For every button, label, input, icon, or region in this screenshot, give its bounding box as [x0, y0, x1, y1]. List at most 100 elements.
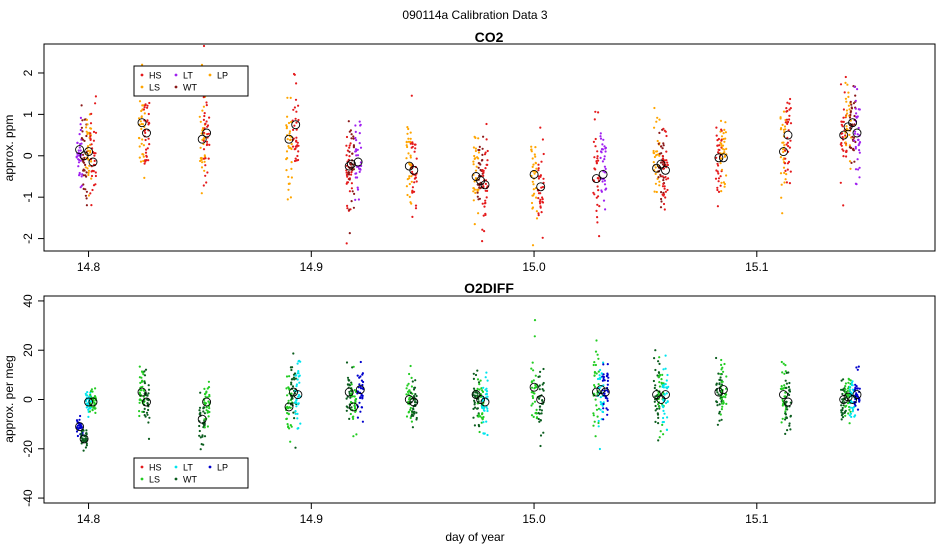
data-point-lp: [606, 389, 609, 392]
data-point-ls: [592, 363, 595, 367]
mean-marker-ls: [84, 147, 94, 157]
data-point-lt: [857, 138, 860, 141]
data-point-lt: [296, 378, 299, 381]
data-point-ls: [137, 136, 141, 140]
data-point-ls: [476, 156, 479, 159]
data-point-wt: [83, 434, 86, 438]
data-point-lt: [484, 388, 487, 391]
data-point-lt: [298, 381, 301, 384]
data-point-ls: [656, 177, 659, 180]
data-point-ls: [720, 363, 723, 366]
data-point-ls: [844, 136, 847, 139]
data-point-ls: [409, 163, 413, 166]
data-point-ls: [288, 132, 291, 135]
data-point-ls: [472, 190, 475, 193]
data-point-ls: [406, 384, 409, 387]
data-point-wt: [479, 168, 482, 172]
mean-marker-hs: [591, 174, 601, 184]
data-point-wt: [477, 400, 480, 403]
data-point-wt: [842, 388, 845, 391]
data-point-lt: [598, 374, 601, 377]
data-point-wt: [840, 379, 843, 382]
data-point-ls: [783, 125, 787, 128]
data-point-lt: [664, 367, 667, 370]
data-point-wt: [482, 135, 485, 138]
data-point-wt: [80, 137, 83, 140]
data-point-hs: [350, 182, 353, 185]
data-point-ls: [722, 400, 725, 403]
data-point-lt: [79, 186, 82, 189]
data-point-hs: [205, 101, 208, 104]
data-point-ls: [531, 395, 534, 398]
data-point-ls: [535, 196, 538, 199]
mean-marker-lp: [355, 385, 365, 395]
data-point-ls: [140, 122, 143, 126]
data-point-wt: [348, 178, 351, 181]
data-point-hs: [483, 202, 486, 205]
data-point-ls: [723, 148, 726, 151]
data-point-ls: [849, 410, 852, 413]
data-point-hs: [202, 148, 206, 151]
data-point-hs: [717, 172, 720, 175]
data-point-hs: [843, 91, 846, 94]
data-point-lt: [856, 133, 859, 136]
data-point-wt: [849, 113, 852, 117]
data-point-lt: [857, 168, 860, 171]
data-point-hs: [717, 137, 721, 141]
data-point-wt: [415, 401, 418, 404]
data-point-wt: [82, 187, 85, 190]
data-point-hs: [788, 108, 791, 111]
data-point-ls: [849, 167, 852, 170]
data-point-lt: [854, 107, 857, 110]
data-point-ls: [406, 132, 409, 135]
data-point-ls: [845, 125, 848, 128]
data-point-ls: [409, 137, 412, 140]
data-point-ls: [140, 115, 143, 118]
data-point-lp: [605, 396, 608, 399]
data-point-ls: [288, 146, 291, 149]
data-point-lt: [599, 396, 602, 399]
data-point-lp: [858, 387, 861, 390]
data-point-ls: [287, 425, 290, 428]
data-point-ls: [406, 390, 410, 393]
data-point-ls: [481, 412, 484, 415]
data-point-hs: [296, 154, 299, 158]
data-point-lt: [604, 150, 607, 153]
data-point-hs: [542, 177, 545, 180]
data-point-hs: [202, 44, 206, 48]
data-point-hs: [537, 197, 540, 200]
data-point-hs: [297, 150, 300, 153]
mean-marker-ls: [88, 397, 98, 407]
data-point-ls: [593, 361, 596, 364]
data-point-hs: [345, 173, 348, 177]
data-point-ls: [846, 83, 849, 86]
data-point-ls: [139, 120, 142, 123]
data-point-hs: [297, 158, 300, 162]
data-point-wt: [784, 432, 787, 435]
data-point-hs: [486, 159, 489, 162]
data-point-hs: [415, 180, 418, 183]
data-point-wt: [85, 444, 88, 447]
data-point-hs: [840, 141, 843, 145]
data-point-lt: [354, 198, 357, 201]
data-point-hs: [593, 156, 596, 159]
data-point-ls: [472, 160, 475, 163]
data-point-hs: [90, 143, 93, 146]
data-point-lt: [483, 409, 486, 412]
data-point-hs: [485, 138, 488, 141]
data-point-lt: [354, 124, 357, 127]
data-point-ls: [407, 152, 410, 155]
data-point-ls: [410, 180, 413, 183]
data-point-ls: [594, 398, 597, 401]
data-point-lt: [297, 360, 300, 363]
data-point-lt: [604, 208, 607, 211]
data-point-hs: [295, 139, 298, 142]
data-point-hs: [294, 145, 297, 148]
data-point-hs: [841, 125, 844, 128]
data-point-hs: [717, 177, 721, 180]
data-point-hs: [841, 136, 844, 139]
data-point-wt: [147, 421, 150, 424]
data-point-ls: [405, 387, 408, 390]
data-point-hs: [296, 141, 299, 144]
data-point-wt: [411, 426, 414, 429]
